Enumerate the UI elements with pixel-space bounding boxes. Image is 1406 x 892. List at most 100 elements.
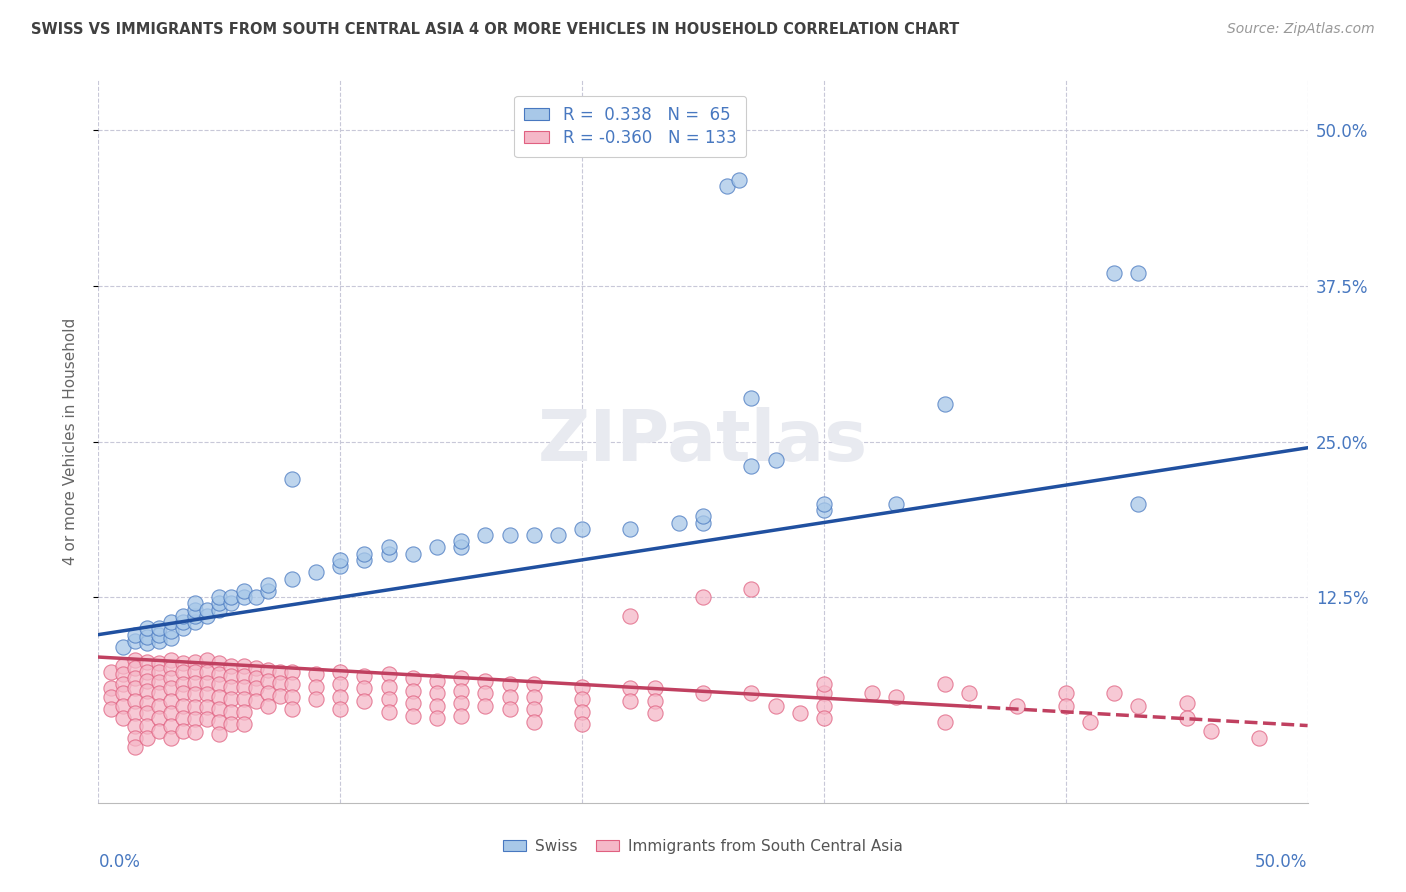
Point xyxy=(208,677,231,691)
Point xyxy=(740,582,762,596)
Point xyxy=(195,676,218,690)
Point xyxy=(450,683,472,698)
Point xyxy=(232,692,254,706)
Point xyxy=(208,667,231,681)
Point xyxy=(305,566,328,580)
Point xyxy=(740,459,762,474)
Point xyxy=(135,683,157,698)
Point xyxy=(523,528,546,542)
Point xyxy=(256,578,278,592)
Point xyxy=(571,705,593,719)
Point xyxy=(353,681,375,696)
Point xyxy=(329,559,352,574)
Point xyxy=(195,687,218,701)
Point xyxy=(148,698,170,713)
Point xyxy=(208,603,231,617)
Point xyxy=(135,731,157,745)
Point xyxy=(450,671,472,685)
Point xyxy=(232,658,254,673)
Point xyxy=(402,696,425,710)
Point xyxy=(256,698,278,713)
Point xyxy=(124,706,146,720)
Point xyxy=(1128,497,1150,511)
Point xyxy=(402,708,425,723)
Point xyxy=(111,658,134,673)
Point xyxy=(135,630,157,644)
Point xyxy=(498,702,520,716)
Point xyxy=(305,667,328,681)
Legend: Swiss, Immigrants from South Central Asia: Swiss, Immigrants from South Central Asi… xyxy=(496,833,910,860)
Point xyxy=(329,690,352,704)
Point xyxy=(172,657,194,671)
Point xyxy=(124,627,146,641)
Point xyxy=(474,528,496,542)
Point xyxy=(353,693,375,707)
Point xyxy=(148,711,170,725)
Point xyxy=(728,173,751,187)
Point xyxy=(160,624,183,638)
Point xyxy=(111,686,134,700)
Point xyxy=(221,705,243,719)
Point xyxy=(160,693,183,707)
Point xyxy=(1199,723,1222,738)
Point xyxy=(644,693,666,707)
Point xyxy=(402,547,425,561)
Point xyxy=(160,632,183,646)
Point xyxy=(195,665,218,679)
Point xyxy=(619,693,641,707)
Point xyxy=(208,714,231,729)
Point xyxy=(353,547,375,561)
Point xyxy=(716,179,738,194)
Point xyxy=(1128,266,1150,280)
Point xyxy=(184,665,207,679)
Point xyxy=(1102,686,1125,700)
Point xyxy=(1249,731,1271,745)
Point xyxy=(221,591,243,605)
Point xyxy=(232,717,254,731)
Point xyxy=(184,699,207,714)
Point xyxy=(221,680,243,694)
Point xyxy=(269,689,291,703)
Point xyxy=(571,692,593,706)
Point xyxy=(124,739,146,754)
Point xyxy=(232,680,254,694)
Point xyxy=(208,597,231,611)
Point xyxy=(232,669,254,683)
Point xyxy=(221,692,243,706)
Point xyxy=(135,706,157,720)
Point xyxy=(148,621,170,635)
Point xyxy=(111,711,134,725)
Point xyxy=(377,547,399,561)
Point xyxy=(221,669,243,683)
Point xyxy=(813,698,835,713)
Point xyxy=(1054,686,1077,700)
Point xyxy=(148,723,170,738)
Point xyxy=(221,597,243,611)
Point xyxy=(135,696,157,710)
Text: SWISS VS IMMIGRANTS FROM SOUTH CENTRAL ASIA 4 OR MORE VEHICLES IN HOUSEHOLD CORR: SWISS VS IMMIGRANTS FROM SOUTH CENTRAL A… xyxy=(31,22,959,37)
Point xyxy=(184,609,207,624)
Point xyxy=(860,686,883,700)
Point xyxy=(160,671,183,685)
Point xyxy=(172,698,194,713)
Point xyxy=(813,677,835,691)
Point xyxy=(221,717,243,731)
Point xyxy=(450,708,472,723)
Point xyxy=(232,591,254,605)
Point xyxy=(111,698,134,713)
Point xyxy=(765,698,787,713)
Point xyxy=(172,723,194,738)
Point xyxy=(692,516,714,530)
Point xyxy=(740,391,762,405)
Point xyxy=(402,671,425,685)
Point xyxy=(547,528,569,542)
Point xyxy=(934,677,956,691)
Point xyxy=(281,665,304,679)
Point xyxy=(160,661,183,675)
Point xyxy=(184,724,207,739)
Point xyxy=(934,714,956,729)
Point xyxy=(329,702,352,716)
Point xyxy=(208,702,231,716)
Point xyxy=(886,690,908,704)
Point xyxy=(329,677,352,691)
